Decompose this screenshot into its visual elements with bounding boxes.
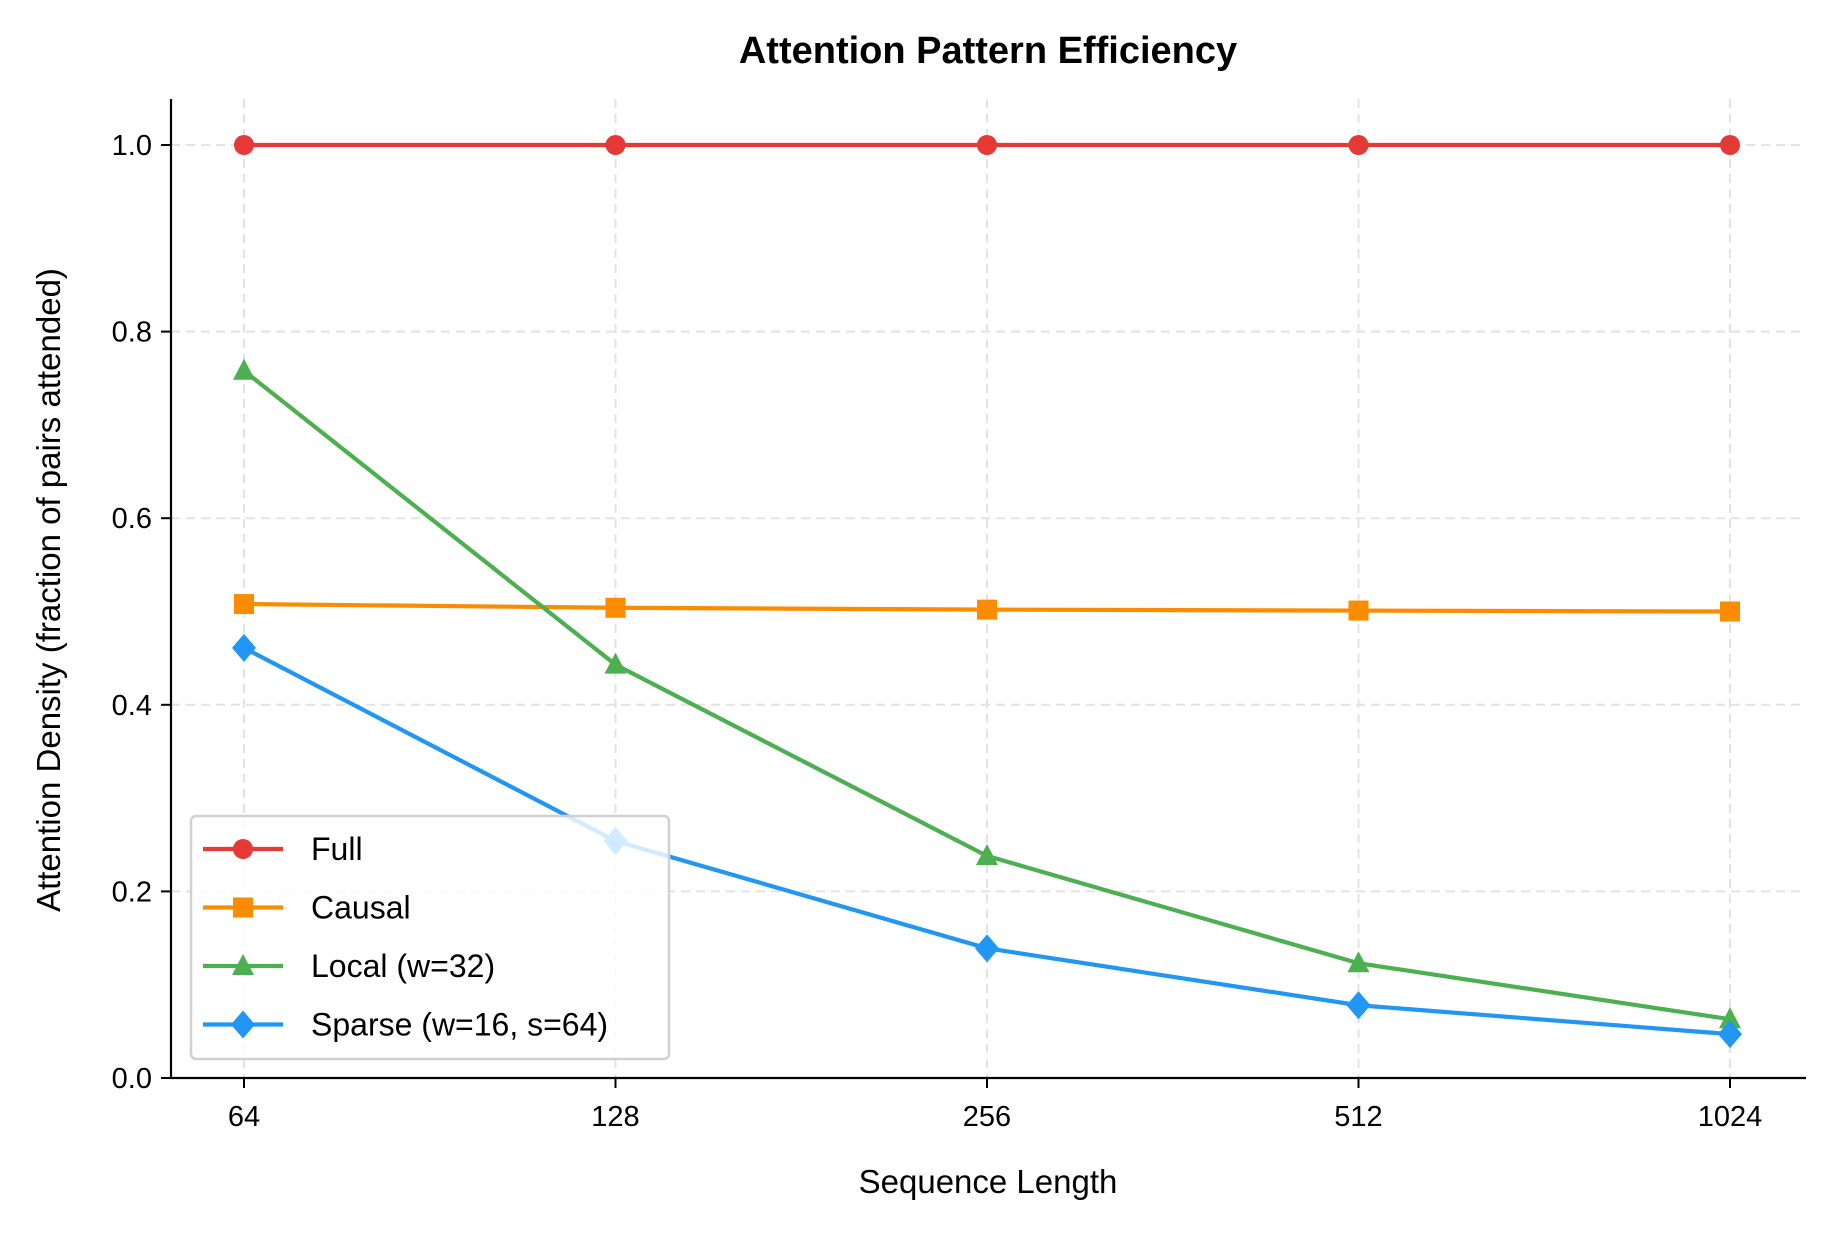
y-tick-label: 0.2 <box>112 876 152 908</box>
legend-marker-triangle <box>232 954 254 975</box>
data-point-diamond <box>1346 991 1371 1020</box>
x-tick-label: 512 <box>1334 1101 1382 1133</box>
data-point-triangle <box>976 843 998 865</box>
series-full <box>234 135 1740 155</box>
y-tick-label: 0.0 <box>112 1063 152 1095</box>
data-point-circle <box>1720 135 1740 155</box>
data-point-square <box>234 594 254 615</box>
legend-item: Causal <box>203 890 411 926</box>
data-point-triangle <box>604 652 627 674</box>
legend-label: Causal <box>311 890 411 926</box>
legend: Full Causal Local (w=32) Sparse (w=16, s=64… <box>189 814 671 1061</box>
series-layer <box>232 135 1742 1049</box>
data-point-circle <box>1348 135 1369 155</box>
series-local <box>233 358 1741 1029</box>
data-point-square <box>977 599 997 620</box>
y-tick-label: 0.6 <box>112 503 152 535</box>
legend-marker-diamond <box>231 1010 255 1039</box>
x-axis-label: Sequence Length <box>859 1163 1118 1200</box>
data-point-diamond <box>975 934 999 963</box>
y-tick-label: 0.8 <box>112 317 152 349</box>
data-point-triangle <box>1719 1007 1741 1029</box>
data-point-diamond <box>232 633 256 662</box>
data-point-circle <box>977 135 997 155</box>
data-point-square <box>1348 600 1369 621</box>
x-tick-label: 256 <box>963 1101 1011 1133</box>
x-tick-label: 128 <box>591 1101 639 1133</box>
x-tick-label: 1024 <box>1698 1101 1763 1133</box>
legend-label: Local (w=32) <box>311 948 495 984</box>
y-tick-label: 1.0 <box>112 130 152 162</box>
y-tick-label: 0.4 <box>112 690 152 722</box>
data-point-circle <box>605 135 626 155</box>
data-point-circle <box>234 135 254 155</box>
legend-label: Full <box>311 831 363 867</box>
legend-marker-square <box>233 897 253 918</box>
data-point-square <box>605 597 626 618</box>
legend-frame <box>189 814 671 1061</box>
ticks: 64 128 256 512 1024 0.0 0.2 0.4 0.6 0.8 1.0 <box>112 130 1763 1133</box>
data-point-diamond <box>1718 1020 1742 1049</box>
data-point-square <box>1720 601 1740 622</box>
data-point-triangle <box>233 358 255 380</box>
legend-marker-circle <box>233 839 253 859</box>
legend-item: Local (w=32) <box>203 948 495 984</box>
legend-item: Full <box>203 831 363 867</box>
legend-item: Sparse (w=16, s=64) <box>203 1007 608 1043</box>
x-tick-label: 64 <box>228 1101 260 1133</box>
series-causal <box>234 594 1740 622</box>
y-axis-label: Attention Density (fraction of pairs att… <box>30 268 67 912</box>
legend-label: Sparse (w=16, s=64) <box>311 1007 608 1043</box>
data-point-triangle <box>1347 951 1370 973</box>
chart-title: Attention Pattern Efficiency <box>739 30 1237 72</box>
